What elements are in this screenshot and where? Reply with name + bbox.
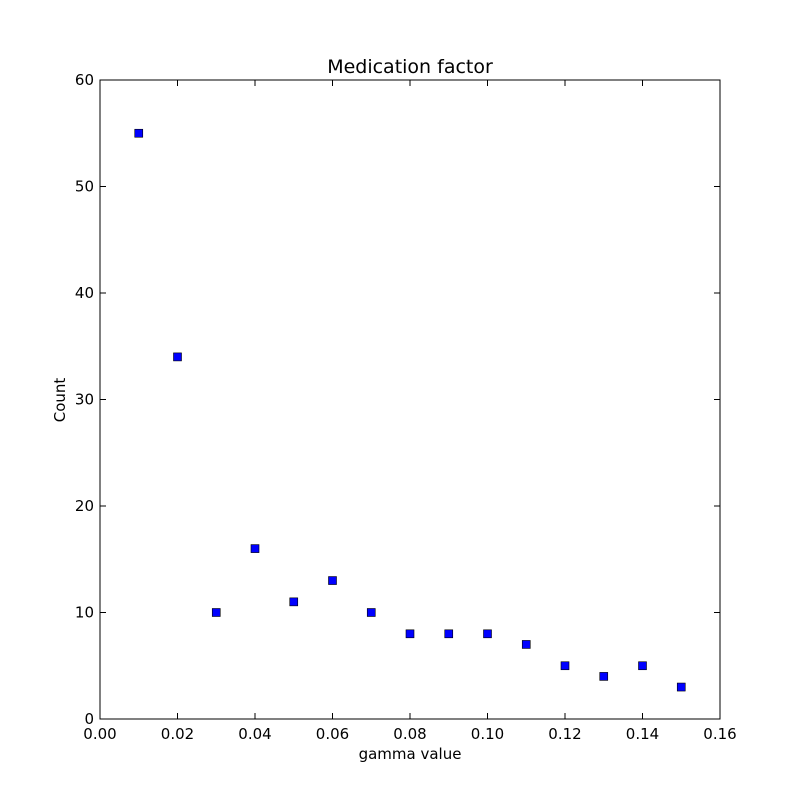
chart-title: Medication factor bbox=[327, 56, 493, 78]
data-point bbox=[483, 629, 492, 639]
x-tick-label: 0.14 bbox=[626, 725, 659, 743]
y-axis-label: Count bbox=[51, 378, 69, 423]
y-tick-label: 10 bbox=[75, 604, 94, 622]
y-tick-label: 40 bbox=[75, 284, 94, 302]
x-tick-label: 0.16 bbox=[703, 725, 736, 743]
data-point bbox=[173, 352, 182, 362]
data-point bbox=[211, 608, 221, 617]
axis-ticks: 0.00 0.02 0.04 0.06 0.08 0.10 0.12 0.14 0.16 0 10 2… bbox=[75, 71, 737, 743]
data-point bbox=[328, 576, 337, 585]
x-tick-label: 0.08 bbox=[393, 725, 426, 743]
data-point bbox=[444, 629, 454, 639]
y-tick-label: 0 bbox=[84, 710, 94, 728]
x-tick-label: 0.06 bbox=[316, 725, 349, 743]
data-point bbox=[521, 640, 531, 649]
y-tick-label: 20 bbox=[75, 497, 94, 515]
data-point bbox=[405, 629, 415, 639]
x-axis-label: gamma value bbox=[359, 745, 462, 763]
x-tick-label: 0.10 bbox=[471, 725, 504, 743]
data-point bbox=[676, 682, 686, 692]
data-point bbox=[250, 544, 260, 553]
data-point bbox=[289, 597, 299, 607]
data-point bbox=[366, 608, 376, 617]
x-tick-label: 0.12 bbox=[548, 725, 581, 743]
x-tick-label: 0.00 bbox=[83, 725, 116, 743]
x-tick-label: 0.02 bbox=[161, 725, 194, 743]
data-point bbox=[560, 661, 570, 671]
data-point bbox=[599, 672, 609, 681]
x-tick-label: 0.04 bbox=[238, 725, 271, 743]
data-point bbox=[638, 661, 647, 671]
data-points bbox=[134, 128, 686, 692]
plot-area-frame bbox=[99, 79, 721, 720]
data-point bbox=[134, 128, 144, 138]
y-tick-label: 30 bbox=[75, 391, 94, 409]
y-tick-label: 60 bbox=[75, 71, 94, 89]
y-tick-label: 50 bbox=[75, 178, 94, 196]
